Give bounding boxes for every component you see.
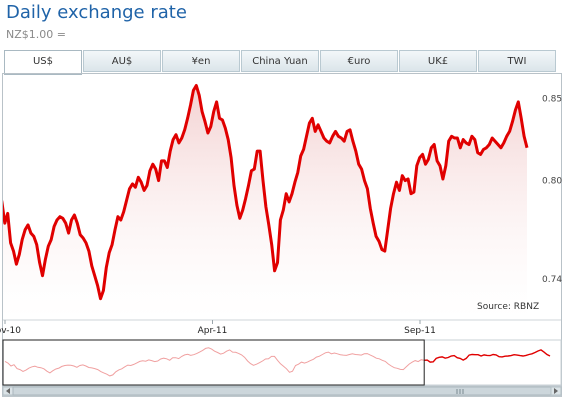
navigator-history-line (4, 347, 425, 377)
series-area (3, 85, 527, 320)
tab-uk-pound[interactable]: UK£ (399, 50, 477, 72)
tab-euro[interactable]: €uro (320, 50, 398, 72)
tab-twi[interactable]: TWI (478, 50, 556, 72)
y-tick-label: 0.85 (542, 95, 562, 105)
grip-icon (456, 389, 464, 394)
navigator-background (2, 339, 562, 386)
tab-yen[interactable]: ¥en (162, 50, 240, 72)
chevron-right-icon (554, 388, 558, 394)
series-line (3, 84, 529, 301)
chevron-left-icon (6, 388, 10, 394)
x-tick-label: Nov-10 (0, 326, 21, 336)
x-tick-label: Apr-11 (198, 326, 228, 336)
currency-tabs: US$ AU$ ¥en China Yuan €uro UK£ TWI (4, 50, 557, 75)
y-tick-label: 0.74 (542, 275, 562, 285)
source-label: Source: RBNZ (477, 302, 539, 312)
chart-title: Daily exchange rate (6, 2, 187, 23)
tab-usd[interactable]: US$ (4, 50, 82, 75)
x-tick-label: Sep-11 (404, 326, 436, 336)
y-tick-label: 0.80 (542, 177, 562, 187)
tab-china-yuan[interactable]: China Yuan (241, 50, 319, 72)
navigator-window[interactable] (2, 339, 425, 386)
navigator-series-line (424, 349, 551, 363)
navigator[interactable] (2, 339, 562, 386)
scrollbar[interactable] (2, 385, 562, 397)
scrollbar-thumb[interactable] (12, 386, 552, 396)
tab-aud[interactable]: AU$ (83, 50, 161, 72)
chart-subtitle: NZ$1.00 = (6, 28, 66, 41)
